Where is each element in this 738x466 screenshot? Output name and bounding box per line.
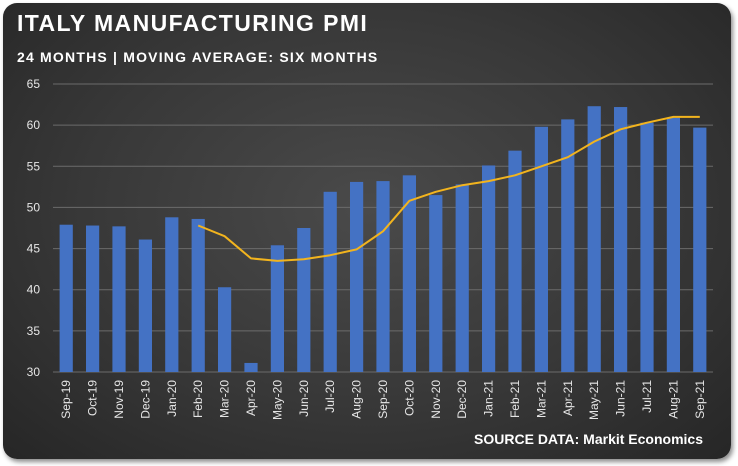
bar bbox=[350, 181, 364, 372]
x-axis-ticks: Sep-19 Oct-19 Nov-19 Dec-19 Jan-20 Feb-20 Mar-… bbox=[59, 380, 707, 420]
x-tick-label: Feb-20 bbox=[191, 380, 205, 418]
x-tick-label: Nov-19 bbox=[112, 380, 126, 419]
bar bbox=[138, 239, 152, 372]
bar bbox=[59, 224, 73, 372]
bar bbox=[693, 127, 707, 373]
y-tick-label: 40 bbox=[27, 283, 41, 297]
bar bbox=[323, 191, 337, 372]
bar bbox=[112, 226, 126, 372]
x-tick-label: Apr-20 bbox=[244, 380, 258, 416]
moving-average-line bbox=[197, 115, 700, 262]
bar bbox=[455, 184, 469, 372]
y-tick-label: 65 bbox=[27, 77, 41, 91]
bar bbox=[270, 245, 284, 372]
bar bbox=[666, 117, 680, 372]
y-tick-label: 35 bbox=[27, 324, 41, 338]
bar bbox=[640, 122, 654, 372]
x-tick-label: Sep-20 bbox=[376, 380, 390, 419]
x-tick-label: Oct-19 bbox=[86, 380, 100, 416]
chart-title: ITALY MANUFACTURING PMI bbox=[17, 10, 369, 36]
bar bbox=[218, 287, 232, 372]
y-tick-label: 55 bbox=[27, 159, 41, 173]
x-tick-label: Feb-21 bbox=[508, 380, 522, 418]
bar-series bbox=[59, 106, 707, 373]
bar bbox=[297, 228, 311, 372]
bar bbox=[376, 181, 390, 372]
y-tick-label: 50 bbox=[27, 200, 41, 214]
bar bbox=[508, 150, 522, 372]
y-axis-ticks: 30 35 40 45 50 55 60 65 bbox=[27, 77, 41, 379]
x-tick-label: Oct-20 bbox=[402, 380, 416, 416]
x-tick-label: Mar-21 bbox=[534, 380, 548, 418]
chart-subtitle: 24 MONTHS | MOVING AVERAGE: SIX MONTHS bbox=[17, 49, 379, 65]
x-tick-label: Jul-21 bbox=[640, 380, 654, 413]
x-tick-label: Sep-19 bbox=[59, 380, 73, 419]
x-tick-label: Aug-20 bbox=[350, 380, 364, 419]
x-tick-label: Jun-20 bbox=[297, 380, 311, 417]
bar bbox=[191, 218, 205, 372]
x-tick-label: Nov-20 bbox=[429, 380, 443, 419]
x-tick-label: Sep-21 bbox=[693, 380, 707, 419]
x-tick-label: Jan-21 bbox=[482, 380, 496, 417]
x-tick-label: Apr-21 bbox=[561, 380, 575, 416]
x-tick-label: Jun-21 bbox=[614, 380, 628, 417]
bar bbox=[482, 165, 496, 372]
bar bbox=[614, 107, 628, 372]
bar bbox=[561, 119, 575, 372]
x-tick-label: Jul-20 bbox=[323, 380, 337, 413]
x-tick-label: Mar-20 bbox=[218, 380, 232, 418]
y-tick-label: 30 bbox=[27, 365, 41, 379]
bar bbox=[165, 217, 179, 372]
x-tick-label: Aug-21 bbox=[666, 380, 680, 419]
chart-card: ITALY MANUFACTURING PMI 24 MONTHS | MOVI… bbox=[3, 3, 731, 459]
moving-average-series bbox=[197, 115, 700, 262]
x-tick-label: May-21 bbox=[587, 380, 601, 420]
bar bbox=[429, 195, 443, 372]
y-tick-label: 45 bbox=[27, 242, 41, 256]
x-tick-label: May-20 bbox=[270, 380, 284, 420]
bar bbox=[244, 362, 258, 372]
x-tick-label: Jan-20 bbox=[165, 380, 179, 417]
pmi-chart: 30 35 40 45 50 55 60 65 Sep-19 Oct-19 Nov-19 Dec-1… bbox=[27, 77, 713, 420]
x-tick-label: Dec-20 bbox=[455, 380, 469, 419]
bar bbox=[587, 106, 601, 373]
bar bbox=[86, 225, 100, 372]
x-tick-label: Dec-19 bbox=[138, 380, 152, 419]
bar bbox=[534, 126, 548, 372]
bar bbox=[402, 175, 416, 372]
source-note: SOURCE DATA: Markit Economics bbox=[474, 431, 703, 447]
y-tick-label: 60 bbox=[27, 118, 41, 132]
